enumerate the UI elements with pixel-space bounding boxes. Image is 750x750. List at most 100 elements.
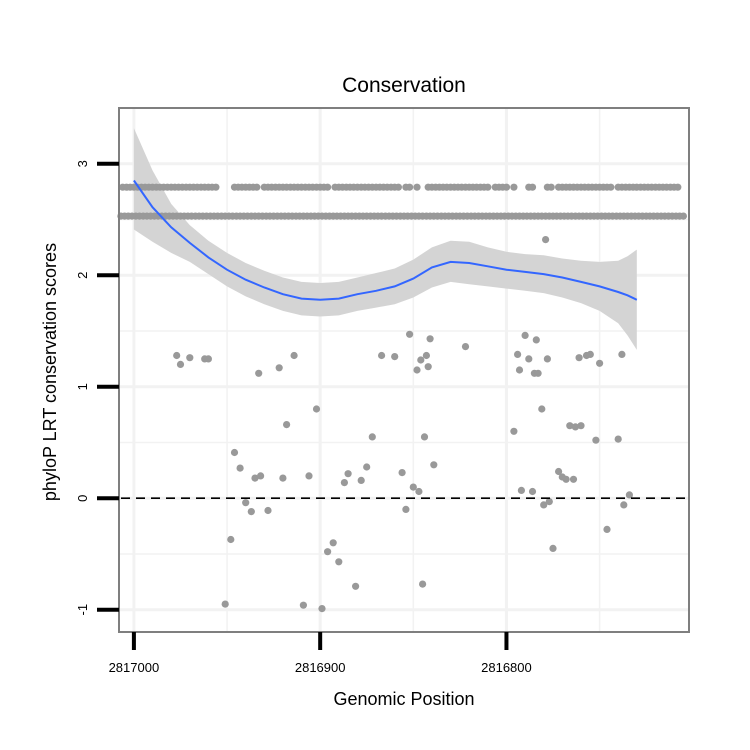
data-point [176, 360, 185, 368]
x-tick-label: 2817000 [109, 660, 160, 675]
data-point [532, 336, 540, 344]
data-point [363, 463, 371, 471]
data-point [614, 435, 622, 443]
data-point [596, 359, 604, 367]
data-point [484, 183, 492, 191]
data-point [413, 366, 421, 374]
data-point [618, 350, 626, 358]
data-point [335, 558, 343, 566]
data-point [461, 343, 470, 351]
data-point [577, 422, 585, 430]
data-point [510, 427, 518, 435]
data-point [357, 476, 365, 484]
data-point [279, 474, 287, 482]
data-point [517, 486, 526, 494]
data-point [406, 330, 414, 338]
data-point [391, 353, 399, 361]
smooth-line [133, 179, 638, 301]
data-point [545, 498, 553, 506]
data-point [534, 369, 542, 377]
data-point [290, 351, 298, 360]
data-point [515, 366, 524, 374]
data-point [236, 464, 244, 472]
data-point [521, 331, 529, 339]
data-point [549, 544, 557, 553]
y-tick-label: 0 [75, 495, 90, 502]
data-point [324, 183, 332, 191]
data-point [186, 354, 194, 362]
data-point [419, 580, 427, 588]
data-point [430, 461, 438, 469]
y-axis-title: phyloP LRT conservation scores [40, 243, 60, 501]
data-point [318, 605, 326, 613]
plot-frame [118, 107, 690, 633]
data-point [528, 487, 537, 496]
data-point [173, 351, 181, 360]
data-point [406, 183, 414, 191]
data-point [525, 355, 533, 363]
data-point [409, 483, 417, 491]
data-point [257, 472, 265, 480]
data-point [426, 335, 434, 343]
x-tick-label: 2816900 [295, 660, 346, 675]
y-tick-label: 1 [75, 383, 90, 390]
data-point [324, 548, 332, 556]
data-point [378, 351, 386, 360]
data-point [592, 436, 600, 444]
axis-ticks: 2817000 2816900 2816800 -1 0 1 2 3 [75, 160, 532, 675]
data-point [329, 539, 337, 547]
data-point [625, 491, 634, 499]
data-point [422, 351, 430, 360]
data-point [514, 350, 522, 358]
data-point [620, 501, 628, 509]
data-point [230, 448, 239, 457]
data-point [344, 470, 352, 478]
data-point [510, 183, 518, 191]
y-tick-label: 3 [75, 160, 90, 167]
data-point [679, 212, 688, 220]
data-point [502, 183, 511, 191]
data-point [674, 183, 682, 191]
data-point [283, 421, 291, 429]
y-tick-label: -1 [75, 604, 90, 616]
data-point [566, 422, 574, 430]
data-point [571, 423, 580, 431]
data-point [607, 183, 615, 191]
data-point [413, 183, 421, 191]
data-point [352, 582, 360, 590]
data-point [538, 405, 546, 413]
data-point [543, 355, 552, 363]
data-point [547, 183, 555, 191]
data-point [398, 469, 406, 477]
data-point [424, 363, 432, 371]
confidence-band [133, 128, 637, 350]
data-point [275, 364, 283, 372]
data-point [299, 601, 307, 609]
data-point [562, 475, 570, 483]
data-point [575, 354, 583, 362]
data-point [264, 506, 272, 515]
x-tick-label: 2816800 [481, 660, 532, 675]
data-points [117, 183, 688, 613]
data-point [212, 183, 220, 191]
data-point [368, 433, 376, 441]
data-point [569, 475, 578, 483]
data-point [555, 467, 563, 476]
data-point [204, 355, 212, 363]
data-point [402, 505, 410, 513]
y-tick-label: 2 [75, 272, 90, 279]
data-point [540, 501, 548, 509]
data-point [253, 183, 261, 191]
data-point [417, 356, 425, 364]
data-point [251, 474, 259, 482]
data-point [242, 499, 250, 507]
data-point [415, 487, 423, 496]
data-point [305, 472, 313, 480]
data-point [227, 535, 235, 544]
x-axis-title: Genomic Position [333, 689, 474, 709]
data-point [603, 525, 611, 534]
data-point [528, 183, 537, 191]
data-point [586, 350, 594, 358]
data-point [312, 405, 321, 413]
